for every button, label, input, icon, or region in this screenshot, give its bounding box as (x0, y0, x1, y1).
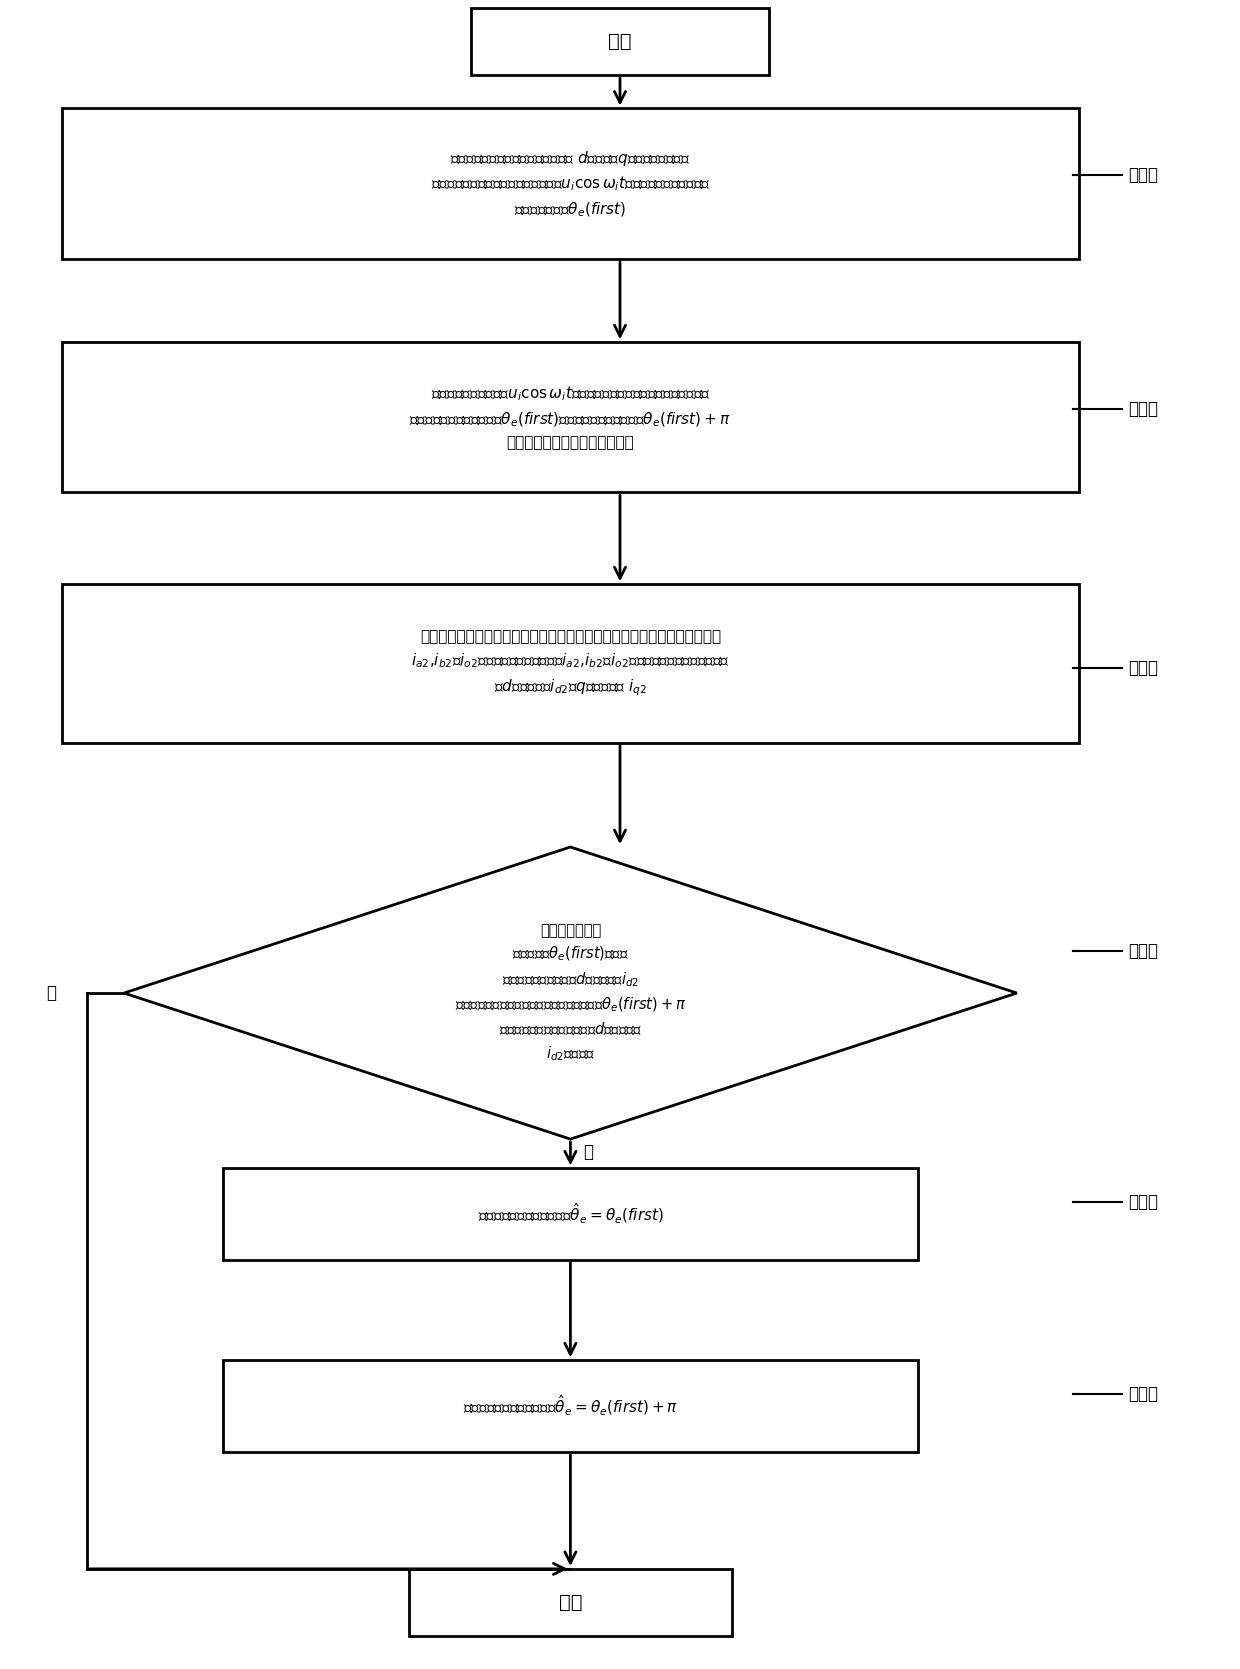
Text: 采用电流闭环控制被测曳引机定子的 $d$轴电流和$q$轴电流，并在被测
曳引机的定子绕组中注入高频电压信号$u_i\cos\omega_i t$，以获取被测曳引: 采用电流闭环控制被测曳引机定子的 $d$轴电流和$q$轴电流，并在被测 曳引机的… (430, 149, 711, 219)
Text: 步骤二: 步骤二 (1128, 401, 1158, 417)
FancyBboxPatch shape (409, 1569, 732, 1636)
Text: 步骤三: 步骤三 (1128, 659, 1158, 676)
FancyBboxPatch shape (62, 108, 1079, 259)
Text: 步骤五: 步骤五 (1128, 1193, 1158, 1210)
Text: 停止注入高频电压信号$u_i\cos\omega_i t$，然后采用开环控制被测曳引机，在被测
曳引机转子磁极位置初判值$\theta_e(first)$和该转: 停止注入高频电压信号$u_i\cos\omega_i t$，然后采用开环控制被测… (409, 386, 732, 449)
Text: 步骤六: 步骤六 (1128, 1385, 1158, 1402)
Text: 被测曳引机转子初始位置角$\hat{\theta}_e = \theta_e(first)+\pi$: 被测曳引机转子初始位置角$\hat{\theta}_e = \theta_e(f… (463, 1394, 678, 1419)
FancyBboxPatch shape (223, 1168, 918, 1260)
Text: 步骤一: 步骤一 (1128, 167, 1158, 184)
Text: 开始: 开始 (609, 32, 631, 52)
Polygon shape (124, 846, 1017, 1140)
Text: 否: 否 (46, 985, 56, 1001)
Text: 是: 是 (583, 1143, 593, 1160)
FancyBboxPatch shape (223, 1360, 918, 1452)
Text: 结束: 结束 (559, 1592, 582, 1612)
Text: 采集开环控制下的被测曳引机输出的三相静止坐标系下的三相定子开环电流
$i_{a2}$,$i_{b2}$和$i_{o2}$，将该三相定子开环电流$i_{a2}$,: 采集开环控制下的被测曳引机输出的三相静止坐标系下的三相定子开环电流 $i_{a2… (410, 629, 730, 698)
FancyBboxPatch shape (471, 8, 769, 75)
Text: 步骤四: 步骤四 (1128, 943, 1158, 960)
FancyBboxPatch shape (62, 342, 1079, 492)
FancyBboxPatch shape (62, 584, 1079, 743)
Text: 判断在转子磁极
位置初判值$\theta_e(first)$方向注
入脉冲电压矢量获得的$d$轴开环电流$i_{d2}$
的绝对值，是否大于在该转子磁极位置初判: 判断在转子磁极 位置初判值$\theta_e(first)$方向注 入脉冲电压矢… (455, 923, 686, 1063)
Text: 被测曳引机转子初始位置角$\hat{\theta}_e = \theta_e(first)$: 被测曳引机转子初始位置角$\hat{\theta}_e = \theta_e(f… (477, 1202, 663, 1227)
